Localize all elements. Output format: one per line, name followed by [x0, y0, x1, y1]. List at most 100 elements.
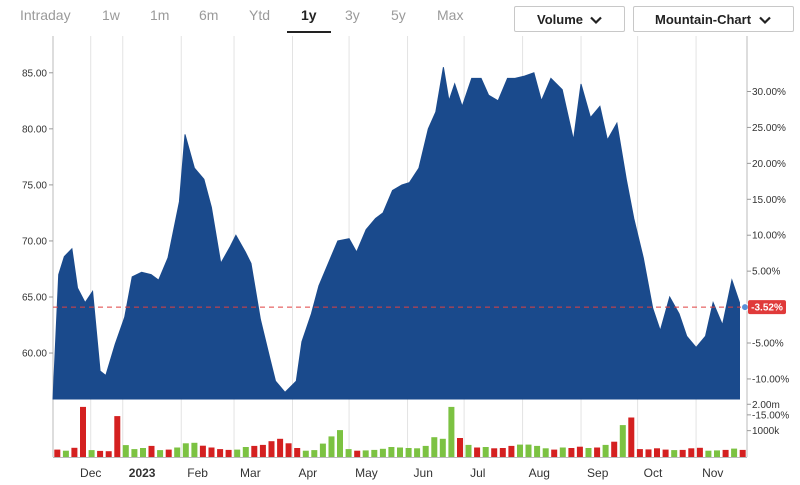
volume-bar [714, 450, 720, 457]
month-tick-label: Sep [587, 466, 609, 480]
volume-bar [559, 447, 566, 457]
volume-bar [285, 443, 292, 457]
volume-bar [465, 444, 472, 457]
percent-tick-label: 30.00% [752, 87, 786, 98]
percent-tick-label: 15.00% [752, 195, 786, 206]
month-tick-label: Aug [529, 466, 550, 480]
price-tick-label: 85.00 [22, 68, 47, 79]
volume-bar [448, 406, 455, 457]
tab-1m[interactable]: 1m [150, 7, 170, 23]
volume-bar [534, 445, 541, 457]
price-area [52, 67, 740, 400]
tab-5y[interactable]: 5y [391, 7, 406, 23]
volume-bar [654, 448, 660, 457]
percent-tick-label: 25.00% [752, 123, 786, 134]
volume-bar [122, 445, 129, 457]
volume-tick-label: 1000k [752, 426, 780, 437]
volume-tick-label: 2.00m [752, 400, 780, 411]
volume-bar [688, 448, 695, 457]
volume-bar [388, 447, 395, 457]
volume-bar [491, 448, 498, 457]
volume-bar [88, 450, 95, 457]
percent-tick-label: -15.00% [752, 410, 789, 421]
volume-bar [439, 438, 446, 457]
chevron-down-icon [759, 16, 771, 25]
volume-bar [217, 449, 224, 457]
price-tick-label: 70.00 [22, 236, 47, 247]
volume-bar [739, 449, 746, 457]
volume-bar [148, 445, 155, 457]
volume-bar [722, 449, 729, 457]
volume-bar [671, 450, 678, 457]
volume-bar [319, 443, 326, 457]
tab-1y[interactable]: 1y [301, 7, 317, 23]
chevron-down-icon [590, 16, 602, 25]
price-tick-label: 80.00 [22, 124, 47, 135]
volume-bar [105, 451, 112, 457]
volume-bar [199, 445, 206, 457]
volume-bar [268, 441, 275, 457]
volume-bar [542, 448, 549, 457]
volume-bar [431, 437, 438, 457]
volume-dropdown[interactable]: Volume [514, 6, 625, 32]
badge-background [748, 300, 786, 315]
price-tick-label: 75.00 [22, 180, 47, 191]
volume-bar [397, 447, 403, 457]
percent-tick-label: 10.00% [752, 231, 786, 242]
volume-bar [628, 417, 635, 457]
month-axis: Dec 2023 Feb Mar Apr May Jun Jul Aug Sep Oct Nov [80, 466, 723, 480]
volume-bar [354, 450, 361, 457]
volume-bar [157, 450, 164, 457]
volume-bar [294, 448, 301, 457]
volume-bar [379, 448, 386, 457]
active-tab-indicator [287, 31, 331, 33]
percent-tick-label: 5.00% [752, 267, 780, 278]
tab-max[interactable]: Max [437, 7, 464, 23]
percent-tick-label: -5.00% [752, 339, 784, 350]
volume-bar [251, 445, 258, 457]
volume-bar [328, 436, 335, 457]
volume-bar [337, 430, 343, 457]
month-tick-label: Feb [187, 466, 208, 480]
month-tick-label: Nov [702, 466, 723, 480]
volume-bar [525, 444, 532, 457]
volume-bar [234, 449, 241, 457]
tab-ytd[interactable]: Ytd [249, 7, 271, 23]
range-tabs: Intraday 1w 1m 6m Ytd 1y 3y 5y Max [0, 0, 480, 34]
month-tick-label: Dec [80, 466, 101, 480]
volume-bar [97, 450, 104, 457]
volume-bar [191, 442, 198, 457]
volume-bar [225, 449, 232, 457]
volume-bar [259, 444, 266, 457]
volume-bar [405, 448, 412, 457]
volume-bar [371, 449, 378, 457]
chart-type-dropdown[interactable]: Mountain-Chart [633, 6, 794, 32]
volume-bar [345, 449, 352, 457]
volume-bar [482, 447, 489, 457]
month-tick-label: May [355, 466, 378, 480]
volume-bar [585, 448, 592, 457]
volume-bar [602, 444, 609, 457]
volume-bar [499, 448, 506, 457]
volume-bar [645, 449, 652, 457]
tab-intraday[interactable]: Intraday [20, 7, 71, 23]
volume-bar [131, 449, 138, 457]
volume-bar [71, 447, 78, 457]
volume-bar [679, 449, 686, 457]
volume-bar [165, 449, 172, 457]
tab-6m[interactable]: 6m [199, 7, 219, 23]
volume-bar [611, 441, 618, 457]
volume-bar [182, 443, 189, 457]
percent-axis: 30.00%25.00%20.00%15.00%10.00%5.00%0.00%… [747, 87, 789, 421]
volume-bar [422, 445, 429, 457]
month-tick-label: Apr [299, 466, 318, 480]
volume-bar [140, 448, 146, 457]
tab-1w[interactable]: 1w [102, 7, 120, 23]
baseline [53, 303, 749, 312]
volume-bar [568, 448, 575, 457]
volume-bar [636, 449, 643, 457]
volume-bar [414, 448, 421, 457]
volume-bar [705, 450, 712, 457]
tab-3y[interactable]: 3y [345, 7, 360, 23]
